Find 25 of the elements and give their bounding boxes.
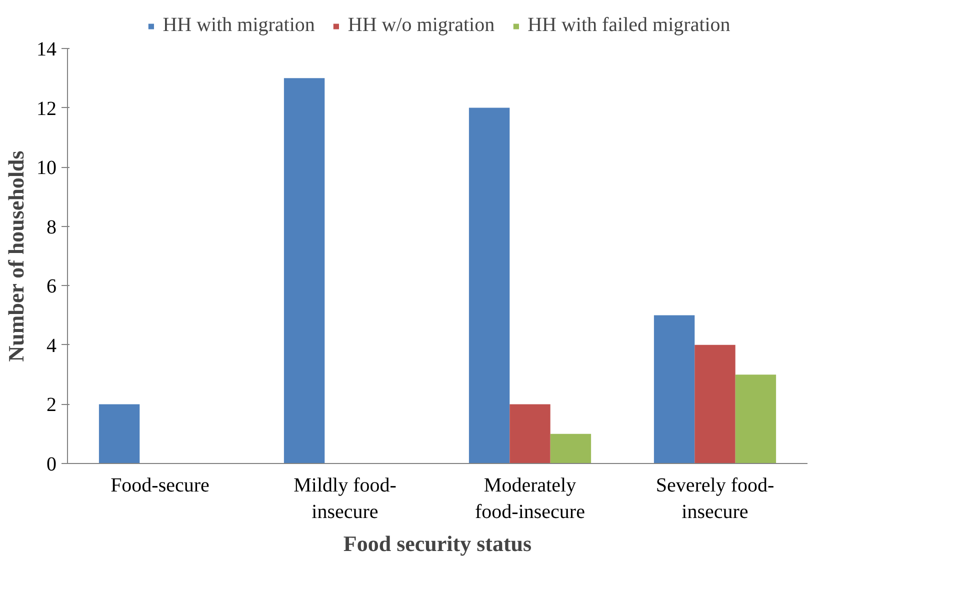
y-tick-label: 8 [46,216,56,238]
y-tick-label: 14 [36,38,56,60]
y-tick-label: 0 [46,454,56,476]
legend-label: HH with failed migration [528,14,730,37]
y-tick-label: 10 [36,157,56,180]
y-tick-label: 12 [36,98,56,120]
y-axis-title: Number of households [4,150,28,362]
bar [654,315,695,464]
bar [98,404,140,464]
bar [694,344,736,464]
bar [284,78,325,464]
x-tick-label: Moderately food-insecure [475,474,586,523]
y-tick-label: 6 [46,276,56,298]
x-tick-label: Severely food- insecure [656,474,774,523]
x-axis-title: Food security status [343,530,532,556]
x-tick-label: Mildly food- insecure [294,474,396,523]
x-tick-label: Food-secure [110,474,210,496]
bar [510,404,550,464]
y-tick-label: 2 [46,394,56,416]
bar [550,434,592,464]
legend-label: HH w/o migration [348,14,495,37]
legend-label: HH with migration [162,14,315,37]
bar [468,108,510,464]
bar [735,374,776,464]
y-tick-label: 4 [46,334,56,357]
